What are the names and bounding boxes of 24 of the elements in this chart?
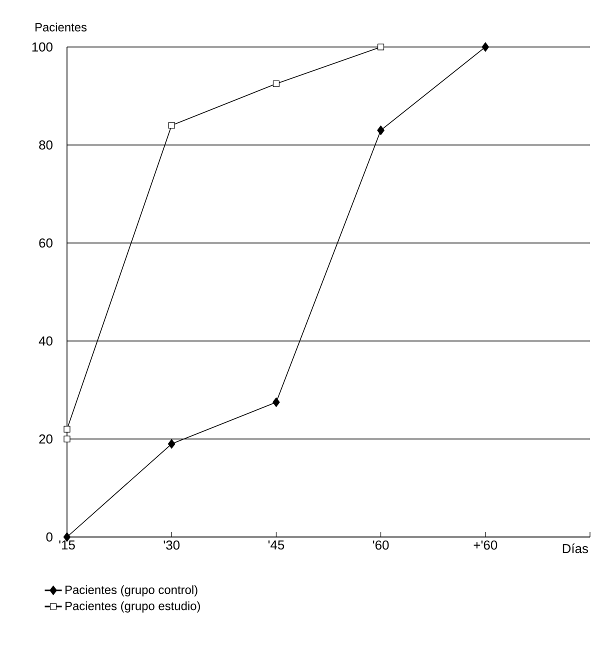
y-tick-label: 60 [39, 238, 52, 248]
y-tick-label: 100 [32, 42, 52, 52]
point [272, 397, 280, 408]
legend-label: Pacientes (grupo estudio) [66, 601, 200, 613]
y-tick-label: 40 [38, 336, 52, 346]
x-axis-title: Días [562, 544, 588, 554]
y-tick-label: 0 [46, 532, 52, 542]
y-tick-label: 20 [39, 434, 52, 444]
point [64, 436, 70, 442]
y-tick-label: 80 [39, 140, 52, 150]
x-tick-label: +'60 [474, 540, 498, 550]
point [168, 439, 176, 449]
x-tick-label: '30 [164, 540, 180, 550]
point [378, 44, 384, 50]
x-tick-label: '45 [268, 540, 284, 550]
x-tick-label: '60 [373, 540, 389, 550]
legend-label: Pacientes (grupo control) [66, 585, 198, 596]
x-tick-label: '15 [59, 540, 75, 550]
y-axis-title: Pacientes [36, 22, 87, 32]
point [482, 42, 490, 52]
point [168, 122, 175, 129]
point [377, 126, 384, 136]
point [272, 80, 280, 88]
point [64, 426, 70, 432]
